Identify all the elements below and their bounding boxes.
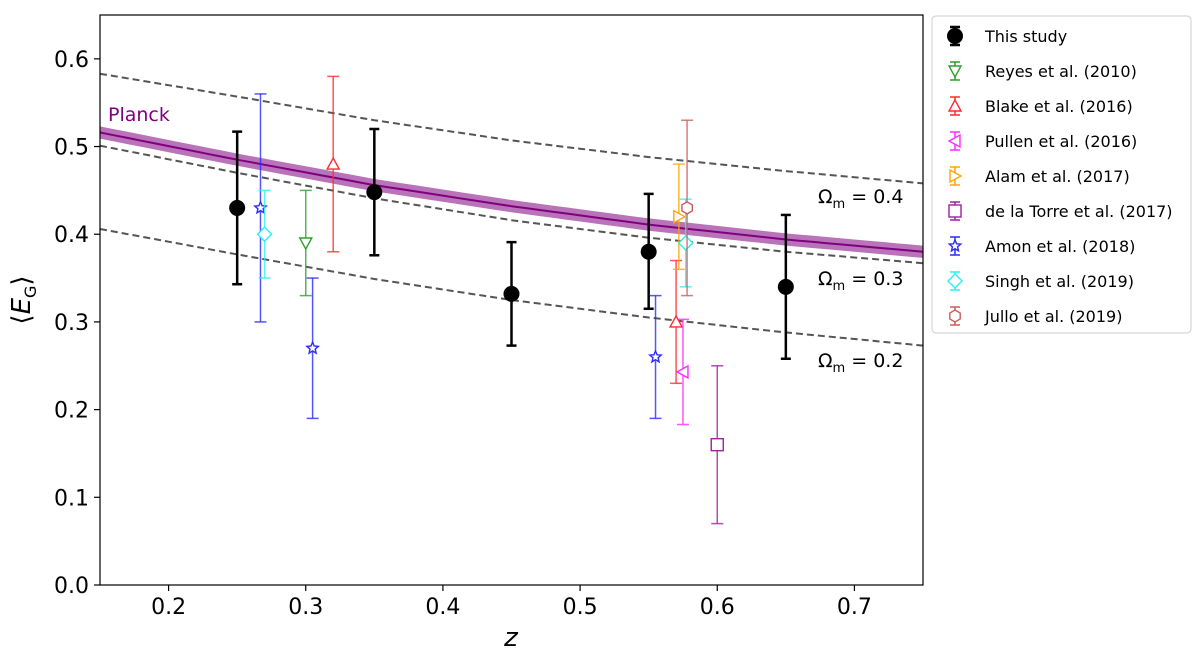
data-point xyxy=(710,365,724,525)
legend-label: Blake et al. (2016) xyxy=(985,97,1133,116)
data-marker xyxy=(668,314,684,328)
data-point xyxy=(305,277,320,420)
data-marker xyxy=(326,156,341,170)
legend-label: Amon et al. (2018) xyxy=(985,237,1135,256)
y-tick-label: 0.3 xyxy=(54,311,89,336)
y-tick-label: 0.1 xyxy=(54,486,89,511)
legend-entry: Singh et al. (2019) xyxy=(947,271,1134,291)
svg-text:⟨EG⟩: ⟨EG⟩ xyxy=(7,275,40,324)
legend-label: de la Torre et al. (2017) xyxy=(985,202,1173,221)
y-tick-label: 0.6 xyxy=(54,48,89,73)
legend-entry: de la Torre et al. (2017) xyxy=(948,201,1173,221)
data-point xyxy=(229,130,246,286)
legend-label: Reyes et al. (2010) xyxy=(985,62,1137,81)
planck-label: Planck xyxy=(108,104,170,126)
data-point xyxy=(366,127,383,257)
data-marker xyxy=(677,235,694,251)
data-point xyxy=(681,119,694,297)
legend: This study Reyes et al. (2010) Blake et al… xyxy=(931,15,1192,334)
y-axis-title: ⟨EG⟩ xyxy=(7,275,40,324)
data-marker xyxy=(675,364,689,380)
x-tick-label: 0.4 xyxy=(425,595,460,620)
legend-marker xyxy=(947,65,963,79)
omega-curve-label: Ωm = 0.2 xyxy=(818,350,903,376)
legend-label: Singh et al. (2019) xyxy=(985,272,1134,291)
data-marker xyxy=(648,349,663,364)
legend-entry: Jullo et al. (2019) xyxy=(949,306,1122,326)
legend-label: Pullen et al. (2016) xyxy=(985,132,1137,151)
x-tick-label: 0.6 xyxy=(700,595,735,620)
omega-curve-label: Ωm = 0.3 xyxy=(818,268,903,294)
plot-frame xyxy=(99,14,924,586)
legend-entry: Reyes et al. (2010) xyxy=(947,61,1137,81)
legend-marker xyxy=(949,309,961,323)
legend-marker xyxy=(948,204,962,218)
y-tick-label: 0.4 xyxy=(54,223,89,248)
x-tick-label: 0.2 xyxy=(151,595,186,620)
data-marker xyxy=(298,237,313,251)
data-marker xyxy=(229,199,246,216)
data-marker xyxy=(366,184,383,201)
y-tick-label: 0.0 xyxy=(54,574,89,599)
data-point xyxy=(648,294,663,420)
data-marker xyxy=(777,278,794,295)
legend-label: Jullo et al. (2019) xyxy=(984,307,1122,326)
legend-entry: Alam et al. (2017) xyxy=(949,166,1130,186)
y-tick-label: 0.2 xyxy=(54,399,89,424)
data-point xyxy=(256,189,273,279)
legend-entry: This study xyxy=(947,25,1067,47)
data-marker xyxy=(256,226,273,243)
x-tick-label: 0.3 xyxy=(288,595,323,620)
legend-marker xyxy=(949,168,963,184)
data-marker xyxy=(305,340,320,355)
legend-label: This study xyxy=(984,27,1067,46)
data-point xyxy=(298,189,313,297)
data-point xyxy=(668,259,684,385)
legend-marker xyxy=(947,98,963,112)
data-marker xyxy=(710,437,724,452)
omega-curve-label: Ωm = 0.4 xyxy=(818,186,903,212)
x-tick-label: 0.7 xyxy=(837,595,872,620)
data-point xyxy=(672,163,687,271)
y-tick-label: 0.5 xyxy=(54,136,89,161)
data-marker xyxy=(673,209,687,224)
data-point xyxy=(675,318,689,426)
data-point xyxy=(253,93,268,323)
data-point xyxy=(503,240,520,347)
x-tick-label: 0.5 xyxy=(563,595,598,620)
legend-marker xyxy=(947,28,963,44)
data-point xyxy=(326,75,341,253)
legend-frame xyxy=(931,15,1192,334)
legend-marker xyxy=(947,238,963,253)
data-marker xyxy=(640,243,657,260)
data-marker xyxy=(503,285,520,302)
legend-entry: Amon et al. (2018) xyxy=(947,236,1135,256)
legend-entry: Blake et al. (2016) xyxy=(947,96,1133,116)
data-marker xyxy=(681,201,693,215)
legend-marker xyxy=(947,273,963,289)
data-point xyxy=(640,192,657,311)
legend-marker xyxy=(947,133,961,149)
legend-label: Alam et al. (2017) xyxy=(985,167,1130,186)
data-point xyxy=(777,213,794,361)
legend-entry: Pullen et al. (2016) xyxy=(947,131,1137,151)
x-axis-title: z xyxy=(503,623,519,653)
